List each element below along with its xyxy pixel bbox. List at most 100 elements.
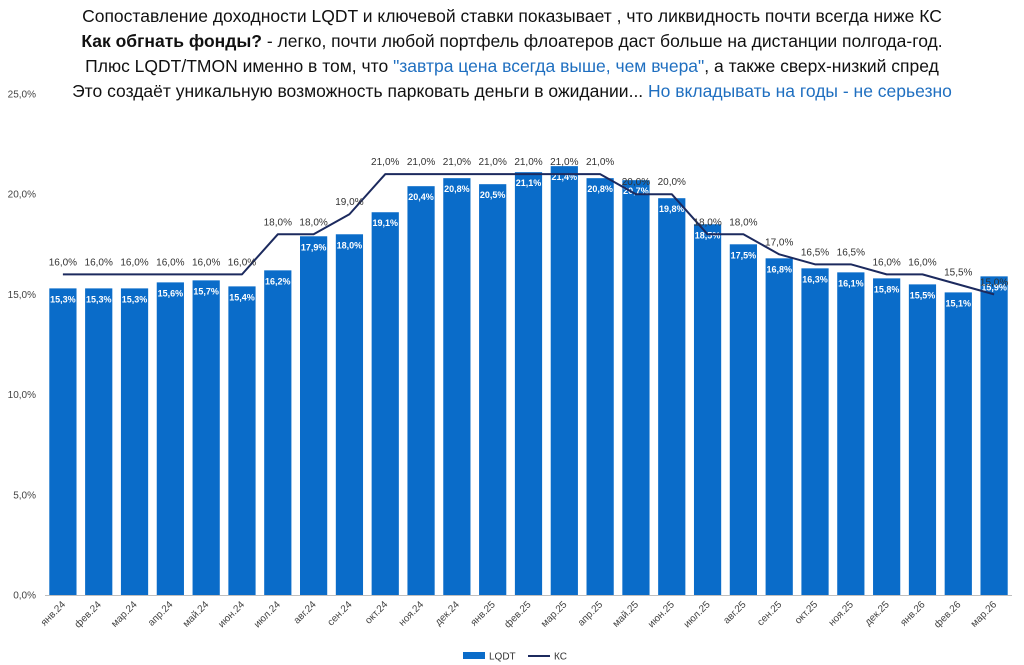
kc-point-label: 18,0% xyxy=(264,217,292,228)
title-line-4-blue: Но вкладывать на годы - не серьезно xyxy=(648,81,952,101)
x-axis: янв.24 фев.24 мар.24 апр.24 май.24 июн.24 июл.… xyxy=(39,595,1012,630)
x-tick-label: апр.25 xyxy=(576,599,606,629)
lqdt-bar-label: 15,3% xyxy=(122,294,148,304)
kc-point-label: 21,0% xyxy=(407,157,435,168)
kc-point-label: 21,0% xyxy=(371,157,399,168)
x-tick-label: дек.25 xyxy=(863,599,892,628)
lqdt-bar-label: 20,8% xyxy=(444,184,470,194)
lqdt-bar xyxy=(729,244,757,596)
title-line-4: Это создаёт уникальную возможность парко… xyxy=(0,79,1024,104)
x-tick-label: июн.25 xyxy=(646,599,677,630)
x-tick-label: май.25 xyxy=(611,599,642,630)
lqdt-bar-label: 18,0% xyxy=(337,240,363,250)
title-line-3-quote: "завтра цена всегда выше, чем вчера" xyxy=(393,56,705,76)
x-tick-label: апр.24 xyxy=(146,599,176,629)
kc-point-label: 16,0% xyxy=(908,257,936,268)
lqdt-bar xyxy=(479,184,507,595)
lqdt-bar-label: 16,8% xyxy=(766,264,792,274)
lqdt-bar-label: 21,4% xyxy=(552,172,578,182)
x-tick-label: фев.24 xyxy=(72,598,104,630)
lqdt-bar-label: 16,2% xyxy=(265,276,291,286)
lqdt-bar-label: 20,4% xyxy=(408,192,434,202)
lqdt-bar xyxy=(693,224,722,595)
title-line-1: Сопоставление доходности LQDT и ключевой… xyxy=(82,6,942,26)
lqdt-bar xyxy=(49,288,77,595)
x-tick-label: мар.24 xyxy=(109,599,140,630)
lqdt-bar-label: 15,1% xyxy=(946,298,972,308)
lqdt-bar xyxy=(120,288,149,595)
x-tick-label: фев.26 xyxy=(932,598,964,630)
x-tick-label: июн.24 xyxy=(216,599,247,630)
y-tick-label: 5,0% xyxy=(13,490,36,501)
lqdt-bar-label: 17,9% xyxy=(301,242,327,252)
lqdt-bar-label: 15,3% xyxy=(50,294,76,304)
lqdt-bar xyxy=(85,288,113,595)
legend-label-lqdt: LQDT xyxy=(489,652,516,663)
lqdt-bar-label: 19,1% xyxy=(372,218,398,228)
kc-point-label: 20,0% xyxy=(658,177,686,188)
lqdt-bar xyxy=(228,286,256,595)
x-tick-label: май.24 xyxy=(181,599,212,630)
lqdt-bar xyxy=(980,276,1008,595)
lqdt-bar xyxy=(514,172,543,595)
y-tick-label: 0,0% xyxy=(13,591,36,602)
x-tick-label: авг.25 xyxy=(721,599,748,626)
lqdt-bar xyxy=(550,166,578,596)
bars-layer xyxy=(49,166,1008,596)
kc-point-label: 16,0% xyxy=(120,257,148,268)
kc-point-label: 18,0% xyxy=(729,217,757,228)
kc-point-label: 21,0% xyxy=(586,157,614,168)
lqdt-bar-label: 16,1% xyxy=(838,278,864,288)
kc-point-label: 16,0% xyxy=(156,257,184,268)
legend-label-kc: КС xyxy=(554,652,567,663)
kc-point-label: 18,0% xyxy=(693,217,721,228)
x-tick-label: окт.25 xyxy=(793,599,820,626)
title-line-3: Плюс LQDT/TMON именно в том, что "завтра… xyxy=(0,54,1024,79)
kc-point-label: 16,0% xyxy=(872,257,900,268)
kc-point-label: 21,0% xyxy=(514,157,542,168)
title-line-3-start: Плюс LQDT/TMON именно в том, что xyxy=(85,56,394,76)
bar-labels-layer: 15,3% 15,3% 15,3% 15,6% 15,7% 15,4% 16,2% 17,9%… xyxy=(50,172,1007,308)
lqdt-bar-label: 20,5% xyxy=(480,190,506,200)
title-line-2-bold: Как обгнать фонды? xyxy=(81,31,262,51)
title-line-3-end: , а также сверх-низкий спред xyxy=(704,56,939,76)
x-tick-label: июл.25 xyxy=(682,599,713,630)
lqdt-bar xyxy=(156,282,184,595)
lqdt-bar xyxy=(264,270,292,595)
x-tick-label: сен.25 xyxy=(755,599,784,628)
lqdt-bar xyxy=(407,186,435,595)
title-line-4-start: Это создаёт уникальную возможность парко… xyxy=(72,81,649,101)
lqdt-bar xyxy=(335,234,364,595)
x-tick-label: фев.25 xyxy=(502,598,534,630)
x-tick-label: ноя.24 xyxy=(397,599,427,629)
lqdt-bar-label: 19,8% xyxy=(659,204,685,214)
lqdt-bar-label: 15,7% xyxy=(193,286,219,296)
lqdt-bar xyxy=(371,212,399,595)
x-tick-label: дек.24 xyxy=(433,599,462,628)
lqdt-bar-label: 15,4% xyxy=(229,292,255,302)
lqdt-bar xyxy=(443,178,471,595)
lqdt-bar xyxy=(908,284,937,595)
x-tick-label: окт.24 xyxy=(363,599,390,626)
kc-point-label: 17,0% xyxy=(765,237,793,248)
kc-point-label: 18,0% xyxy=(299,217,327,228)
lqdt-bar xyxy=(192,280,220,595)
kc-point-label: 16,0% xyxy=(228,257,256,268)
lqdt-bar-label: 15,6% xyxy=(158,288,184,298)
lqdt-bar-label: 15,8% xyxy=(874,284,900,294)
kc-point-label: 21,0% xyxy=(479,157,507,168)
x-tick-label: ноя.25 xyxy=(827,599,857,629)
x-tick-label: июл.24 xyxy=(252,599,283,630)
kc-point-label: 20,0% xyxy=(622,177,650,188)
lqdt-bar xyxy=(622,180,650,595)
chart-title: Сопоставление доходности LQDT и ключевой… xyxy=(0,4,1024,104)
title-line-2-rest: - легко, почти любой портфель флоатеров … xyxy=(261,31,943,51)
lqdt-bar xyxy=(837,272,865,595)
y-axis: 0,0% 5,0% 10,0% 15,0% 20,0% 25,0% xyxy=(8,90,36,602)
kc-point-label: 15,5% xyxy=(944,267,972,278)
lqdt-bar xyxy=(873,278,901,595)
kc-point-label: 15,0% xyxy=(980,277,1008,288)
lqdt-bar-label: 21,1% xyxy=(516,178,542,188)
x-tick-label: янв.25 xyxy=(469,599,498,628)
